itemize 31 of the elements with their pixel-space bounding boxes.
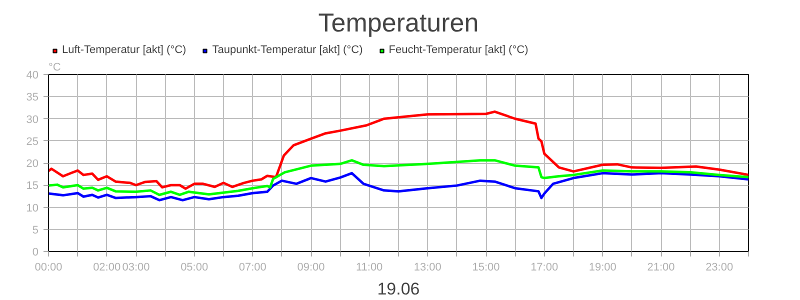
y-tick-label: 0 — [32, 246, 39, 258]
x-tick-label: 07:00 — [238, 262, 266, 274]
x-tick-label: 05:00 — [180, 262, 208, 274]
x-tick-label: 21:00 — [647, 262, 675, 274]
x-tick-label: 17:00 — [530, 262, 558, 274]
x-tick-label: 23:00 — [706, 262, 734, 274]
chart-title: Temperaturen — [318, 8, 479, 38]
x-tick-label: 02:00 — [93, 262, 121, 274]
y-tick-label: 10 — [26, 202, 39, 214]
legend-label: Feucht-Temperatur [akt] (°C) — [388, 44, 528, 56]
y-axis-title: °C — [48, 62, 61, 74]
legend-label: Taupunkt-Temperatur [akt] (°C) — [212, 44, 363, 56]
y-tick-label: 25 — [26, 136, 39, 148]
y-tick-label: 20 — [26, 158, 39, 170]
x-axis-title: 19.06 — [377, 280, 420, 298]
line-series — [48, 110, 748, 190]
x-tick-label: 09:00 — [297, 262, 325, 274]
y-tick-label: 30 — [26, 114, 39, 126]
x-tick-label: 19:00 — [588, 262, 616, 274]
x-tick-label: 15:00 — [472, 262, 500, 274]
x-tick-label: 00:00 — [34, 262, 62, 274]
legend-label: Luft-Temperatur [akt] (°C) — [62, 44, 186, 56]
y-tick-label: 15 — [26, 180, 39, 192]
x-tick-label: 11:00 — [356, 262, 383, 274]
x-tick-label: 03:00 — [122, 262, 150, 274]
y-tick-label: 40 — [26, 70, 39, 82]
line-series — [48, 159, 748, 196]
x-tick-label: 13:00 — [414, 262, 442, 274]
line-series — [48, 172, 748, 202]
y-tick-label: 5 — [32, 224, 39, 236]
y-tick-label: 35 — [26, 92, 39, 104]
